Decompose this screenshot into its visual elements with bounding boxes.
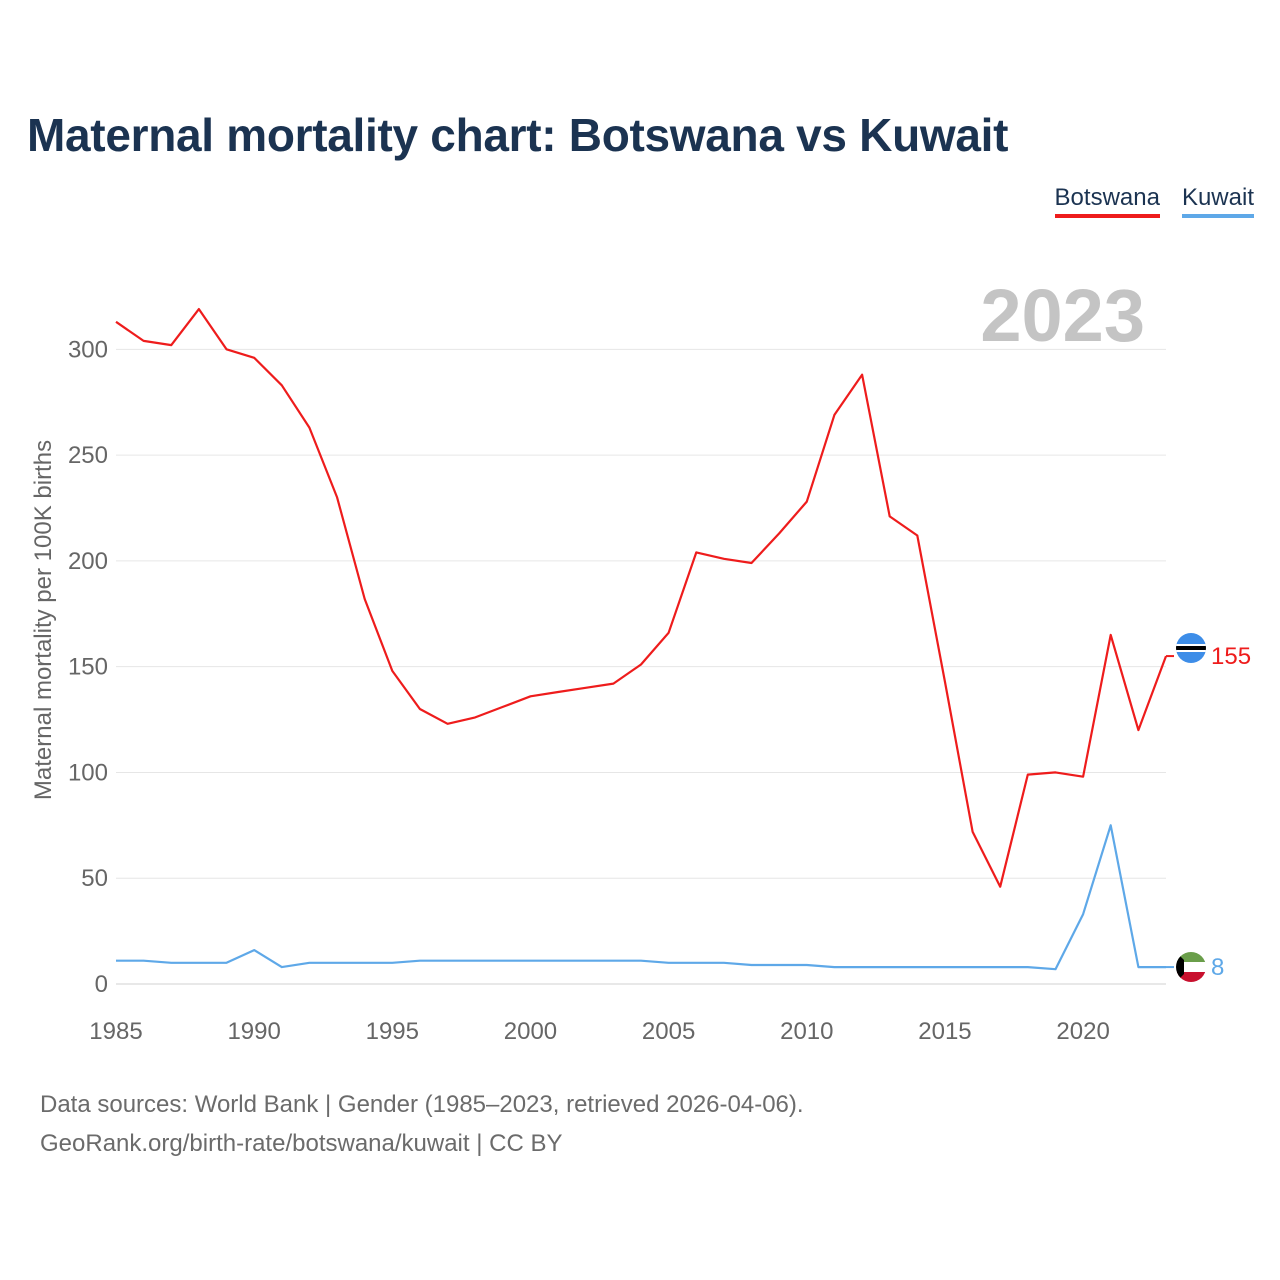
- x-tick-label: 1985: [89, 1018, 142, 1045]
- botswana-flag-icon: [1176, 633, 1206, 663]
- series-line-botswana[interactable]: [115, 308, 1168, 888]
- y-tick-label: 150: [68, 654, 108, 681]
- x-tick-label: 2005: [642, 1018, 695, 1045]
- source-note: Data sources: World Bank | Gender (1985–…: [40, 1085, 804, 1163]
- legend-item-botswana[interactable]: Botswana: [1054, 184, 1160, 218]
- legend-item-kuwait[interactable]: Kuwait: [1181, 184, 1254, 218]
- x-tick-label: 2020: [1056, 1018, 1109, 1045]
- y-tick-label: 100: [68, 759, 108, 786]
- source-line-1: Data sources: World Bank | Gender (1985–…: [40, 1091, 804, 1118]
- y-tick-label: 0: [95, 971, 108, 998]
- series-line-kuwait[interactable]: [116, 824, 1166, 971]
- x-tick-label: 2010: [780, 1018, 833, 1045]
- x-tick-label: 2000: [504, 1018, 557, 1045]
- y-tick-label: 300: [68, 336, 108, 363]
- y-tick-label: 50: [81, 865, 108, 892]
- x-tick-label: 1990: [227, 1018, 280, 1045]
- x-tick-label: 2015: [918, 1018, 971, 1045]
- year-watermark: 2023: [980, 274, 1145, 357]
- source-line-2[interactable]: GeoRank.org/birth-rate/botswana/kuwait |…: [40, 1130, 563, 1157]
- x-tick-label: 1995: [366, 1018, 419, 1045]
- kuwait-flag-icon: [1176, 952, 1206, 982]
- chart-title: Maternal mortality chart: Botswana vs Ku…: [27, 109, 1009, 161]
- end-value-label-kuwait: 8: [1211, 954, 1224, 981]
- y-tick-label: 250: [68, 442, 108, 469]
- legend: Botswana Kuwait: [1054, 184, 1254, 218]
- end-value-label-botswana: 155: [1211, 643, 1251, 670]
- y-axis-label: Maternal mortality per 100K births: [30, 440, 57, 800]
- y-tick-label: 200: [68, 548, 108, 575]
